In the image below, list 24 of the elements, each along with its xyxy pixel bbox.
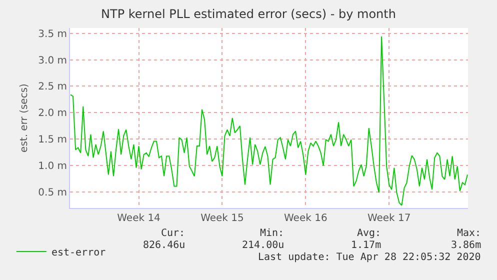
text: 3.86m (451, 240, 482, 251)
y-tick-label: 1.0 m (38, 161, 67, 172)
text: Min: (260, 228, 284, 239)
text: Max: (457, 228, 482, 239)
text: Cur: (161, 228, 186, 239)
text: 214.00u (242, 240, 284, 251)
text: Last update: Tue Apr 28 22:05:32 2020 (258, 252, 481, 263)
x-tick-label: Week 17 (367, 213, 411, 224)
x-tick-label: Week 14 (117, 213, 160, 224)
y-axis-title: est. err (secs) (19, 83, 30, 152)
x-tick-label: Week 16 (284, 213, 328, 224)
x-tick-label: Week 15 (200, 213, 244, 224)
y-tick-label: 3.0 m (38, 55, 67, 66)
legend-label: est-error (51, 247, 106, 258)
chart-title: NTP kernel PLL estimated error (secs) - by month (101, 7, 396, 22)
text: 1.17m (351, 240, 382, 251)
y-tick-label: 0.5 m (38, 188, 67, 199)
y-tick-label: 1.5 m (38, 134, 67, 146)
y-tick-label: 3.5 m (38, 28, 67, 40)
y-tick-label: 2.5 m (38, 82, 67, 93)
line-series (70, 36, 468, 206)
text: 826.46u (143, 240, 186, 251)
y-tick-label: 2.0 m (38, 108, 67, 120)
text: Avg: (357, 228, 382, 239)
